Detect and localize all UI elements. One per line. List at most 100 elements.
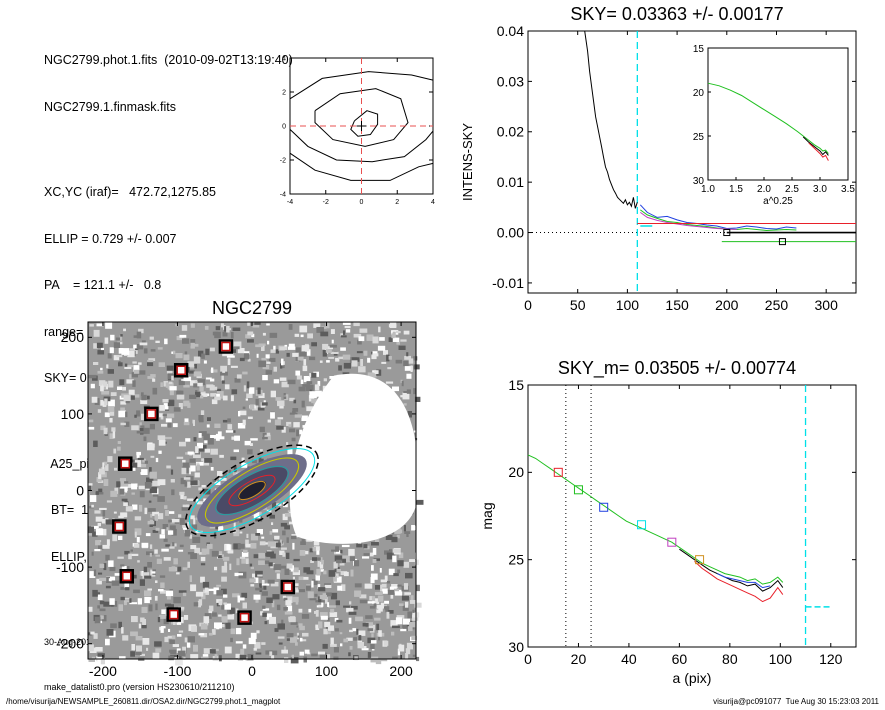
- image-speckle: [145, 533, 151, 537]
- image-speckle: [88, 374, 97, 379]
- image-speckle: [267, 541, 276, 547]
- image-speckle: [131, 616, 138, 623]
- image-speckle: [289, 616, 296, 619]
- image-speckle: [224, 561, 227, 568]
- image-speckle: [230, 628, 236, 635]
- mag-xtick-label: 100: [769, 651, 793, 667]
- image-speckle: [101, 391, 110, 395]
- mag-xtick-label: 60: [672, 651, 688, 667]
- image-speckle: [132, 574, 137, 579]
- image-speckle: [326, 592, 332, 597]
- image-speckle: [149, 519, 154, 524]
- image-speckle: [218, 526, 224, 531]
- image-speckle: [97, 370, 104, 374]
- image-speckle: [110, 623, 117, 629]
- image-speckle: [250, 438, 258, 441]
- sky-inset-xtick-label: 2.5: [785, 184, 799, 195]
- image-speckle: [129, 602, 138, 605]
- image-speckle: [359, 328, 368, 333]
- image-speckle: [316, 548, 320, 555]
- image-speckle: [355, 616, 363, 622]
- image-speckle: [93, 633, 98, 639]
- image-speckle: [371, 596, 376, 601]
- image-speckle: [413, 356, 418, 361]
- image-speckle: [416, 656, 420, 662]
- image-speckle: [152, 480, 161, 486]
- image-speckle: [269, 616, 276, 624]
- image-speckle: [392, 331, 396, 338]
- image-mask-region: [289, 373, 418, 544]
- image-speckle: [267, 340, 270, 345]
- image-speckle: [257, 407, 265, 411]
- sky-inset-frame: [707, 47, 849, 181]
- image-speckle: [212, 612, 217, 617]
- image-speckle: [283, 393, 286, 396]
- image-speckle: [364, 583, 373, 589]
- image-speckle: [140, 425, 145, 428]
- image-speckle: [107, 456, 113, 463]
- image-speckle: [333, 647, 339, 653]
- image-speckle: [256, 529, 263, 535]
- image-speckle: [155, 457, 159, 463]
- image-speckle: [220, 365, 227, 372]
- image-ytick-label: 0: [76, 482, 84, 498]
- image-speckle: [283, 396, 287, 399]
- image-speckle: [208, 632, 213, 636]
- image-speckle: [117, 441, 121, 444]
- image-speckle: [229, 607, 235, 614]
- image-speckle: [398, 644, 405, 652]
- image-speckle: [351, 357, 360, 362]
- image-speckle: [373, 603, 377, 607]
- image-speckle: [380, 658, 388, 662]
- image-speckle: [276, 573, 280, 579]
- contour-line: [314, 88, 409, 147]
- image-speckle: [396, 615, 405, 619]
- image-speckle: [107, 406, 115, 412]
- image-speckle: [319, 360, 323, 363]
- image-speckle: [399, 603, 404, 606]
- image-speckle: [119, 379, 125, 386]
- image-speckle: [165, 510, 169, 516]
- image-speckle: [135, 345, 139, 351]
- image-speckle: [340, 347, 346, 351]
- image-speckle: [233, 465, 237, 473]
- image-xtick-label: 100: [315, 663, 339, 679]
- image-speckle: [122, 386, 126, 391]
- image-speckle: [233, 522, 236, 529]
- image-speckle: [152, 387, 158, 395]
- image-speckle: [415, 499, 424, 505]
- image-speckle: [309, 598, 317, 601]
- image-speckle: [322, 350, 327, 357]
- image-speckle: [200, 395, 204, 399]
- image-speckle: [113, 342, 120, 348]
- image-speckle: [129, 598, 132, 603]
- image-speckle: [250, 632, 257, 639]
- image-speckle: [356, 351, 363, 354]
- image-speckle: [182, 338, 190, 344]
- image-speckle: [119, 478, 126, 483]
- image-speckle: [178, 590, 187, 593]
- image-speckle: [144, 596, 150, 604]
- image-speckle: [218, 551, 223, 556]
- image-speckle: [412, 654, 416, 657]
- image-speckle: [277, 417, 284, 420]
- image-speckle: [281, 547, 287, 550]
- mag-xtick-label: 80: [722, 651, 738, 667]
- image-speckle: [98, 488, 103, 493]
- image-speckle: [193, 644, 198, 652]
- image-speckle: [201, 393, 208, 397]
- image-speckle: [148, 508, 156, 512]
- image-speckle: [243, 549, 248, 553]
- image-speckle: [370, 573, 378, 580]
- image-speckle: [344, 325, 351, 329]
- image-speckle: [190, 553, 197, 559]
- image-speckle: [373, 558, 380, 561]
- contour-line: [289, 152, 434, 181]
- image-speckle: [407, 626, 413, 632]
- image-speckle: [281, 619, 284, 626]
- image-speckle: [198, 633, 205, 636]
- image-speckle: [380, 579, 387, 583]
- image-speckle: [405, 572, 413, 579]
- image-speckle: [152, 511, 160, 516]
- image-speckle: [161, 609, 169, 615]
